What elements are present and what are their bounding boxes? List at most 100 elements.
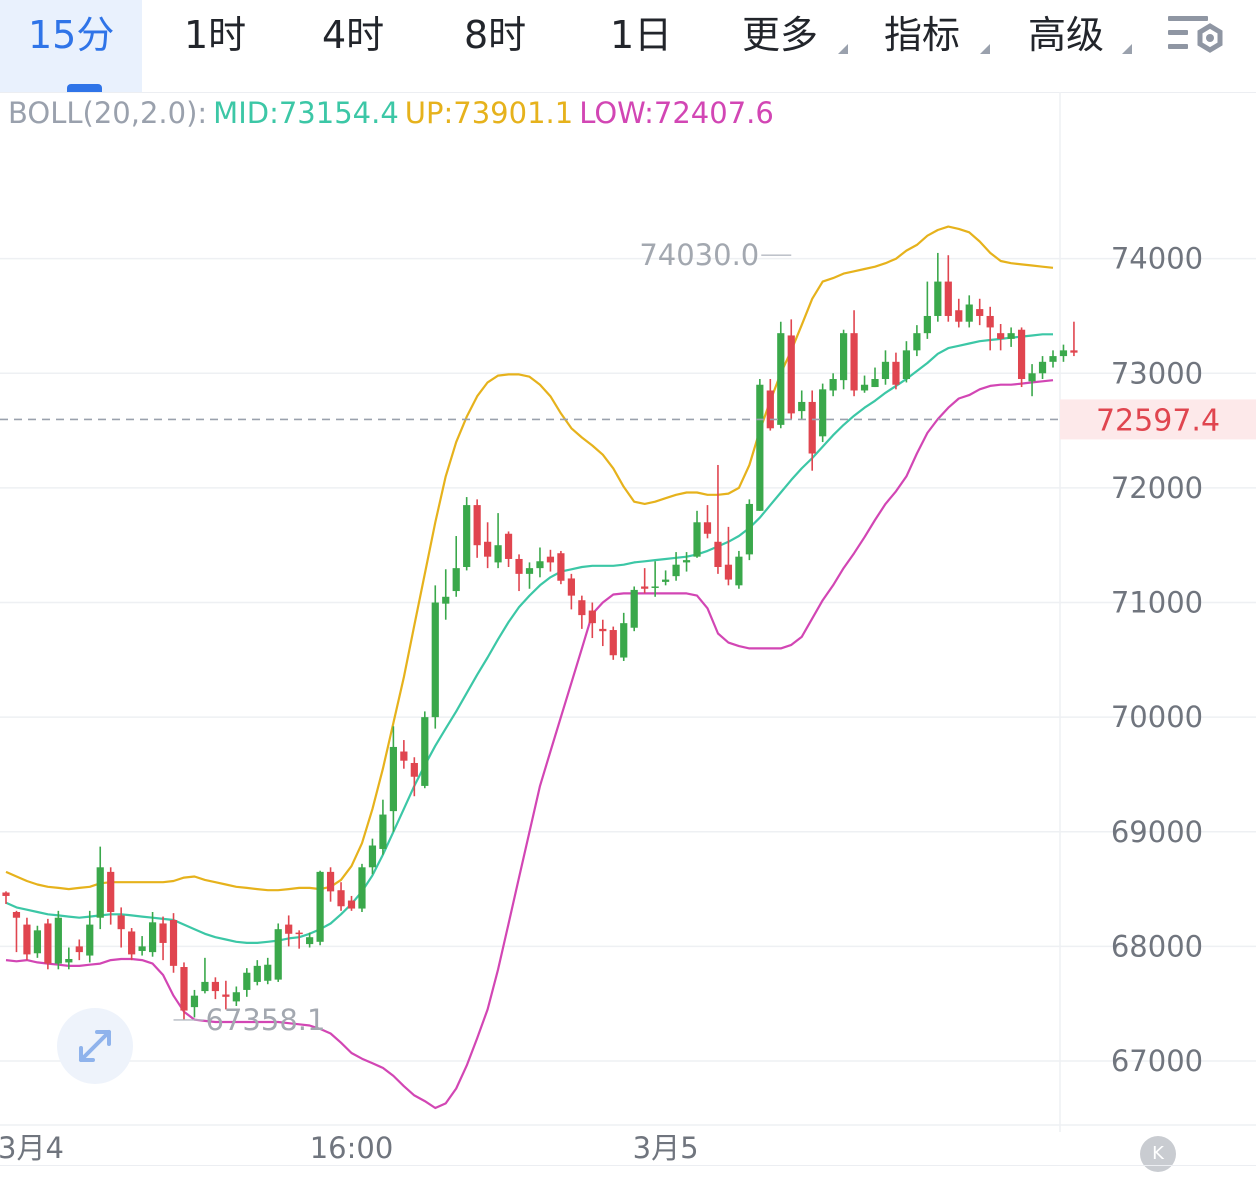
candle-body [976,309,984,316]
candle-body [368,845,377,868]
tab-2[interactable]: 4时 [284,0,426,92]
expand-chart-button[interactable] [57,1008,133,1084]
candlestick-chart[interactable]: 74000 73000 72000 71000 70000 69000 68000 67000… [0,92,1256,1165]
candle-body [504,533,513,559]
candle-body [410,762,418,777]
tab-label: 高级 [1028,13,1105,57]
candle-body [264,964,272,981]
candle-body [599,628,607,632]
candle-body [86,924,94,956]
tab-3[interactable]: 8时 [426,0,568,92]
candle-body [23,924,31,955]
candle-body [798,401,806,412]
boll-indicator-legend: BOLL(20,2.0): MID:73154.4 UP:73901.1 LOW:72… [8,96,780,130]
candle-body [421,717,429,786]
candle-body [358,867,366,909]
candle-body [316,871,324,942]
boll-mid-value: MID:73154.4 [213,96,399,130]
candle-body [902,350,911,380]
chart-settings-button[interactable] [1160,8,1230,64]
bottom-divider [0,1165,1256,1166]
candle-body [913,333,921,351]
candle-body [672,564,680,577]
candle-body [515,558,523,574]
candle-body [243,972,251,990]
candle-body [777,333,785,425]
candle-body [944,281,952,316]
boll-low-line [5,379,1054,1110]
candle-body [871,379,879,388]
k-line-scroll-button[interactable]: K [1140,1136,1176,1172]
candle-body [274,929,282,980]
candle-body [860,384,869,391]
tab-label: 15分 [28,13,115,57]
candle-body [326,871,335,892]
candle-body [12,911,21,918]
candle-body [1059,350,1068,357]
candle-body [525,568,534,574]
candle-body [442,596,450,604]
tab-7[interactable]: 高级 [994,0,1136,92]
candle-body [148,922,157,953]
timeframe-tab-bar: 15分 1时 4时 8时 1日 更多 指标 高级 [0,0,1256,93]
candle-body [662,579,670,582]
candle-body [1007,333,1015,339]
candle-body [65,958,73,963]
candle-body [463,505,471,567]
tab-0[interactable]: 15分 [0,0,142,92]
dropdown-caret-icon [838,44,848,54]
candle-body [379,814,387,849]
boll-up-line [5,225,1054,892]
candle-body [567,578,575,596]
candle-body [389,746,397,812]
candle-body [756,384,764,511]
chart-settings-icon [1168,16,1223,53]
y-tick-label: 67000 [1111,1044,1203,1078]
candle-body [211,981,219,992]
candle-body [682,560,691,563]
expand-icon [79,1030,111,1062]
candle-body [808,401,816,454]
tab-5[interactable]: 更多 [710,0,852,92]
candle-body [1017,329,1026,380]
y-tick-label: 74000 [1111,242,1203,276]
candle-body [484,541,492,557]
x-tick-label: 16:00 [310,1131,394,1165]
y-tick-label: 68000 [1111,929,1203,963]
candle-body [347,900,356,909]
y-tick-label: 73000 [1111,356,1203,390]
candle-body [1049,356,1057,362]
candle-body [881,361,890,380]
candle-body [222,994,230,997]
candle-body [703,522,712,534]
candle-body [840,333,848,381]
tab-4[interactable]: 1日 [568,0,710,92]
candle-body [494,545,502,563]
y-tick-label: 69000 [1111,815,1203,849]
y-tick-label: 70000 [1111,700,1203,734]
candle-body [819,389,827,437]
tab-label: 4时 [322,13,385,57]
candle-body [892,361,900,385]
candle-body [54,917,62,964]
x-tick-label: 3月4 [0,1131,64,1165]
current-price-badge [1060,399,1256,440]
tab-1[interactable]: 1时 [142,0,284,92]
candle-body [714,541,722,567]
candle-body [306,937,314,945]
dropdown-caret-icon [980,44,990,54]
candle-body [159,923,167,943]
candle-body [473,505,481,546]
candle-body [934,281,942,316]
candle-body [1028,373,1036,382]
current-price-label: 72597.4 [1096,403,1220,438]
candle-body [766,390,774,429]
tab-6[interactable]: 指标 [852,0,994,92]
tab-label: 指标 [884,13,961,57]
tab-label: 1时 [184,13,247,57]
candle-body [232,992,240,1002]
candle-body [546,556,555,563]
candle-body [128,931,136,955]
candle-body [431,602,439,718]
candle-body [400,751,408,761]
